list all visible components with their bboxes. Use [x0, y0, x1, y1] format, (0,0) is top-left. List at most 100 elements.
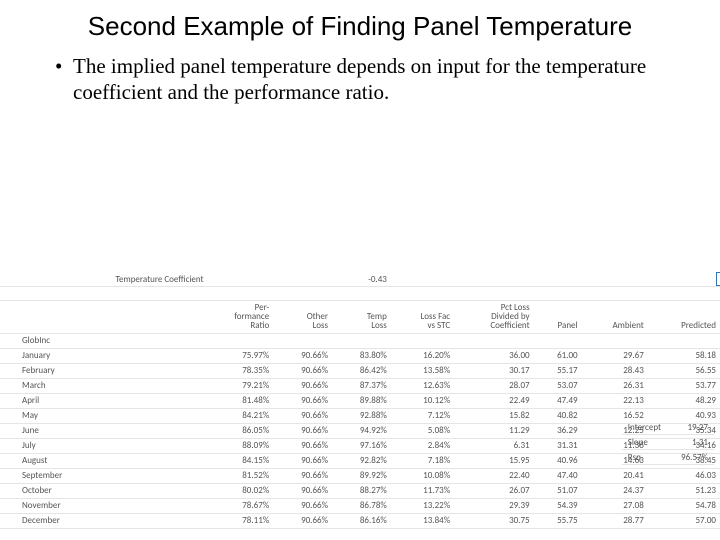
pc-cell: 22.40 [454, 468, 533, 483]
month-cell: October [0, 483, 111, 498]
table-row: April81.48%90.66%89.88%10.12%22.4947.492… [0, 393, 720, 408]
pn-cell: 54.39 [534, 498, 582, 513]
spreadsheet: Temperature Coefficient -0.43 Per-forman… [0, 272, 720, 529]
pd-cell: 51.23 [648, 483, 720, 498]
tl-cell: 92.82% [332, 453, 391, 468]
month-cell: January [0, 348, 111, 363]
month-cell: April [0, 393, 111, 408]
pr-cell: 84.15% [111, 453, 273, 468]
lf-cell: 7.18% [391, 453, 454, 468]
hdr-panel: Panel [534, 301, 582, 334]
tl-cell: 89.92% [332, 468, 391, 483]
am-cell: 20.41 [582, 468, 648, 483]
pn-cell: 36.29 [534, 423, 582, 438]
pc-cell: 26.07 [454, 483, 533, 498]
pd-cell: 56.55 [648, 363, 720, 378]
hdr-loss-fac: Loss Facvs STC [391, 301, 454, 334]
ol-cell: 90.66% [273, 348, 332, 363]
data-table: Temperature Coefficient -0.43 Per-forman… [0, 272, 720, 529]
ol-cell: 90.66% [273, 513, 332, 528]
pr-cell: 78.11% [111, 513, 273, 528]
rsq-label: Rsq [622, 450, 675, 465]
am-cell: 28.43 [582, 363, 648, 378]
pc-cell: 15.95 [454, 453, 533, 468]
ol-cell: 90.66% [273, 468, 332, 483]
pr-cell: 78.67% [111, 498, 273, 513]
am-cell: 29.67 [582, 348, 648, 363]
am-cell: 27.08 [582, 498, 648, 513]
ol-cell: 90.66% [273, 363, 332, 378]
pd-cell: 57.00 [648, 513, 720, 528]
globinc-row: GlobInc [0, 333, 720, 348]
hdr-performance-ratio: Per-formanceRatio [111, 301, 273, 334]
tl-cell: 92.88% [332, 408, 391, 423]
tl-cell: 83.80% [332, 348, 391, 363]
pn-cell: 61.00 [534, 348, 582, 363]
pn-cell: 47.49 [534, 393, 582, 408]
coef-label: Temperature Coefficient [111, 272, 273, 287]
lf-cell: 10.12% [391, 393, 454, 408]
month-cell: December [0, 513, 111, 528]
regression-stats: Intercept 19.27 Slope 1.31 Rsq 96.57% [622, 420, 714, 465]
table-row: November78.67%90.66%86.78%13.22%29.3954.… [0, 498, 720, 513]
pd-cell: 53.77 [648, 378, 720, 393]
table-row: January75.97%90.66%83.80%16.20%36.0061.0… [0, 348, 720, 363]
hdr-predicted: Predicted [648, 301, 720, 334]
pn-cell: 53.07 [534, 378, 582, 393]
bullet-item: The implied panel temperature depends on… [55, 53, 670, 106]
ol-cell: 90.66% [273, 498, 332, 513]
pn-cell: 47.40 [534, 468, 582, 483]
tl-cell: 86.42% [332, 363, 391, 378]
pc-cell: 30.17 [454, 363, 533, 378]
slope-value: 1.31 [675, 435, 714, 450]
pc-cell: 15.82 [454, 408, 533, 423]
pn-cell: 40.96 [534, 453, 582, 468]
lf-cell: 5.08% [391, 423, 454, 438]
pn-cell: 40.82 [534, 408, 582, 423]
rsq-value: 96.57% [675, 450, 714, 465]
ol-cell: 90.66% [273, 393, 332, 408]
ol-cell: 90.66% [273, 438, 332, 453]
am-cell: 28.77 [582, 513, 648, 528]
lf-cell: 13.84% [391, 513, 454, 528]
slope-label: Slope [622, 435, 675, 450]
ol-cell: 90.66% [273, 408, 332, 423]
tl-cell: 97.16% [332, 438, 391, 453]
pc-cell: 36.00 [454, 348, 533, 363]
lf-cell: 13.58% [391, 363, 454, 378]
pc-cell: 29.39 [454, 498, 533, 513]
coef-value: -0.43 [332, 272, 391, 287]
pn-cell: 31.31 [534, 438, 582, 453]
lf-cell: 10.08% [391, 468, 454, 483]
intercept-row: Intercept 19.27 [622, 420, 714, 435]
slope-row: Slope 1.31 [622, 435, 714, 450]
pr-cell: 86.05% [111, 423, 273, 438]
ol-cell: 90.66% [273, 378, 332, 393]
hdr-temp-loss: TempLoss [332, 301, 391, 334]
table-row: February78.35%90.66%86.42%13.58%30.1755.… [0, 363, 720, 378]
pc-cell: 11.29 [454, 423, 533, 438]
pn-cell: 51.07 [534, 483, 582, 498]
rsq-row: Rsq 96.57% [622, 450, 714, 465]
ol-cell: 90.66% [273, 453, 332, 468]
tl-cell: 88.27% [332, 483, 391, 498]
table-row: July88.09%90.66%97.16%2.84%6.3131.3111.3… [0, 438, 720, 453]
lf-cell: 12.63% [391, 378, 454, 393]
table-row: March79.21%90.66%87.37%12.63%28.0753.072… [0, 378, 720, 393]
tl-cell: 87.37% [332, 378, 391, 393]
pr-cell: 81.48% [111, 393, 273, 408]
hdr-pct-loss: Pct LossDivided byCoefficient [454, 301, 533, 334]
tl-cell: 94.92% [332, 423, 391, 438]
pd-cell: 58.18 [648, 348, 720, 363]
pn-cell: 55.17 [534, 363, 582, 378]
lf-cell: 2.84% [391, 438, 454, 453]
pc-cell: 30.75 [454, 513, 533, 528]
bullet-list: The implied panel temperature depends on… [0, 43, 720, 106]
month-cell: March [0, 378, 111, 393]
table-header: Per-formanceRatio OtherLoss TempLoss Los… [0, 301, 720, 334]
am-cell: 22.13 [582, 393, 648, 408]
table-row: October80.02%90.66%88.27%11.73%26.0751.0… [0, 483, 720, 498]
pr-cell: 81.52% [111, 468, 273, 483]
pr-cell: 79.21% [111, 378, 273, 393]
table-row: September81.52%90.66%89.92%10.08%22.4047… [0, 468, 720, 483]
